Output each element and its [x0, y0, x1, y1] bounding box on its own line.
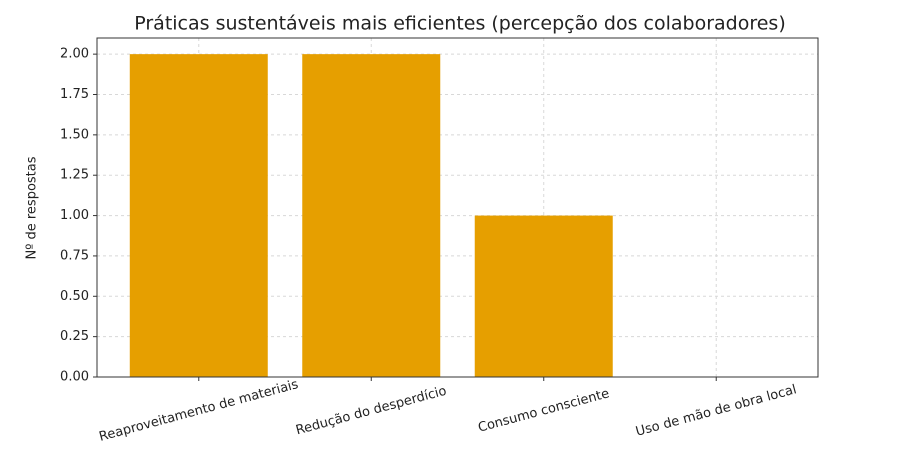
y-tick-label: 1.25 — [60, 168, 89, 183]
chart-title: Práticas sustentáveis mais eficientes (p… — [134, 13, 786, 35]
y-tick-label: 1.00 — [60, 208, 89, 223]
x-tick-label: Reaproveitamento de materiais — [98, 377, 301, 445]
y-tick-label: 1.50 — [60, 127, 89, 142]
y-tick-label: 0.00 — [60, 370, 89, 385]
y-tick-label: 0.25 — [60, 329, 89, 344]
bar — [474, 215, 613, 377]
x-tick-label: Uso de mão de obra local — [634, 382, 798, 439]
x-tick-label: Redução do desperdício — [294, 384, 448, 439]
y-tick-label: 2.00 — [60, 47, 89, 62]
bar — [129, 54, 268, 378]
y-tick-label: 0.50 — [60, 289, 89, 304]
y-tick-label: 0.75 — [60, 248, 89, 263]
y-axis-label: Nº de respostas — [25, 156, 40, 259]
y-tick-label: 1.75 — [60, 87, 89, 102]
x-tick-label: Consumo consciente — [476, 386, 611, 435]
plot-frame — [96, 37, 819, 378]
bar — [302, 54, 441, 378]
